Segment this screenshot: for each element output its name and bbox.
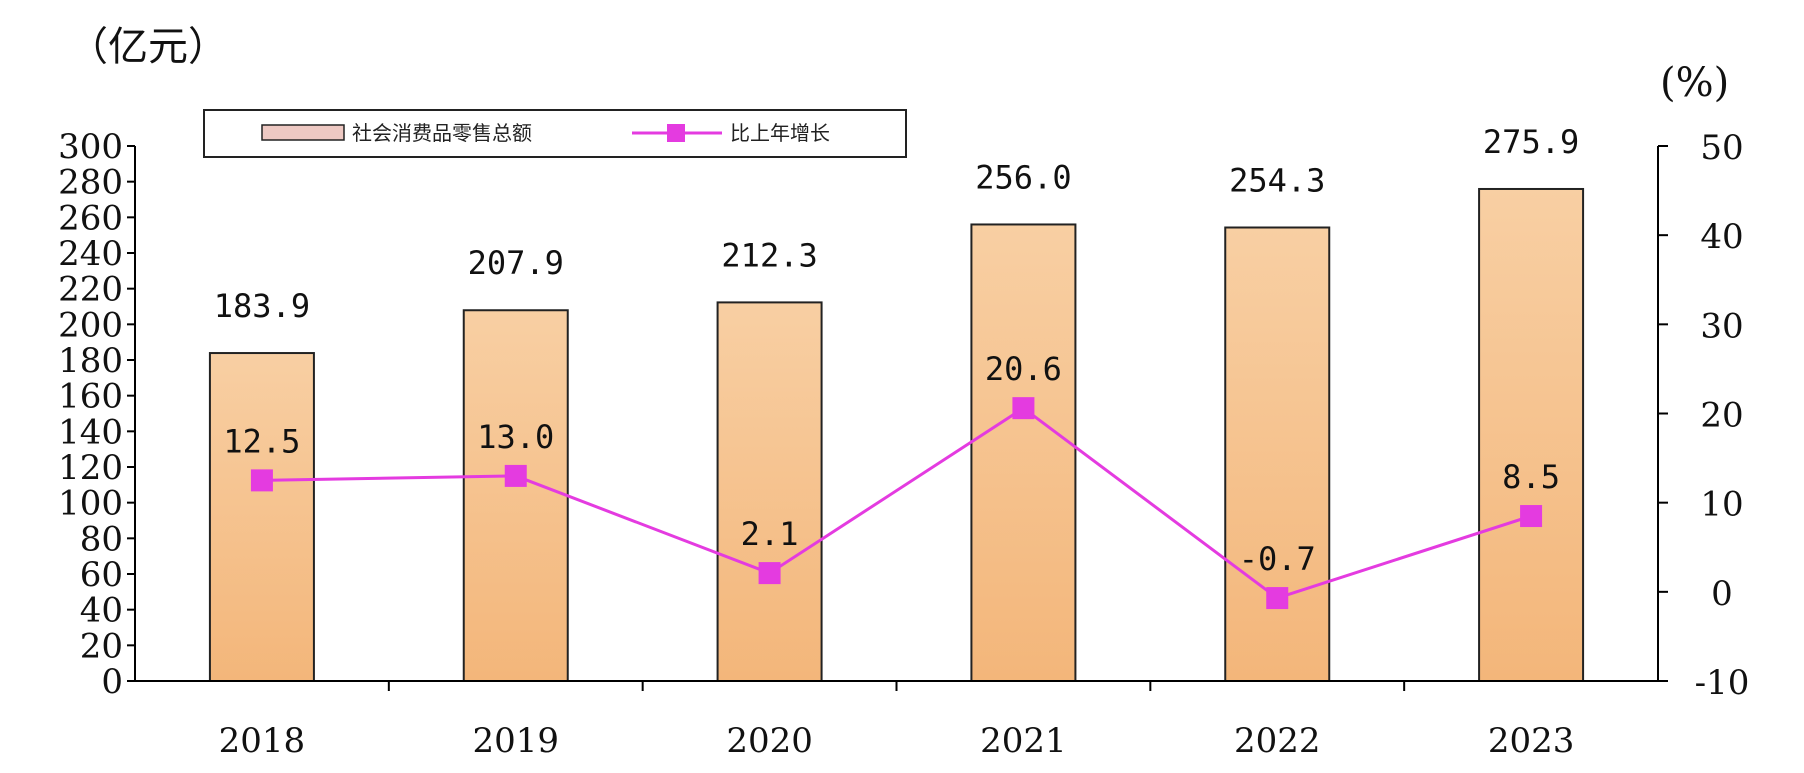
bar-value-label: 212.3 xyxy=(721,236,817,274)
left-tick-label: 120 xyxy=(58,448,123,488)
growth-point xyxy=(250,469,273,492)
growth-value-label: 20.6 xyxy=(985,350,1062,388)
growth-point xyxy=(504,464,527,487)
bar xyxy=(1224,226,1331,683)
bar-value-label: 183.9 xyxy=(214,287,310,325)
bar-value-label: 254.3 xyxy=(1229,161,1325,199)
left-axis-unit: （亿元） xyxy=(68,24,228,70)
growth-value-label: 8.5 xyxy=(1502,458,1560,496)
growth-value-label: 13.0 xyxy=(477,418,554,456)
left-tick-label: 0 xyxy=(101,662,123,702)
bar-value-label: 275.9 xyxy=(1483,123,1579,161)
growth-point xyxy=(1520,505,1543,528)
legend-bar-label: 社会消费品零售总额 xyxy=(352,121,532,145)
left-tick-label: 200 xyxy=(58,305,123,345)
left-tick-label: 80 xyxy=(80,519,123,559)
growth-value-label: 12.5 xyxy=(223,422,300,460)
left-tick-label: 160 xyxy=(58,377,123,417)
left-tick-label: 260 xyxy=(58,198,123,238)
right-tick-label: -10 xyxy=(1695,663,1750,703)
x-tick-label: 2019 xyxy=(472,721,559,761)
growth-point xyxy=(758,562,781,585)
x-tick-label: 2018 xyxy=(219,721,306,761)
left-tick-label: 40 xyxy=(80,591,123,631)
x-tick-label: 2021 xyxy=(980,721,1067,761)
right-tick-label: 40 xyxy=(1700,217,1743,257)
left-tick-label: 20 xyxy=(80,626,123,666)
growth-value-label: -0.7 xyxy=(1239,540,1316,578)
bar xyxy=(1478,187,1585,682)
bar xyxy=(208,352,315,682)
bar xyxy=(970,223,1077,682)
left-tick-label: 140 xyxy=(58,412,123,452)
right-axis-unit: (%) xyxy=(1660,60,1729,106)
right-tick-label: 10 xyxy=(1700,485,1743,525)
x-tick-label: 2020 xyxy=(726,721,813,761)
left-tick-label: 240 xyxy=(58,234,123,274)
legend-line-label: 比上年增长 xyxy=(730,121,830,145)
growth-point xyxy=(1012,397,1035,420)
bar-value-label: 207.9 xyxy=(468,244,564,282)
bar xyxy=(462,309,569,682)
growth-value-label: 2.1 xyxy=(741,515,799,553)
bar-value-label: 256.0 xyxy=(975,158,1071,196)
legend-bar-swatch xyxy=(261,124,345,141)
bar xyxy=(716,301,823,682)
x-tick-label: 2023 xyxy=(1488,721,1575,761)
left-tick-label: 220 xyxy=(58,270,123,310)
growth-line xyxy=(261,406,1532,600)
left-tick-label: 100 xyxy=(58,484,123,524)
right-tick-label: 30 xyxy=(1700,306,1743,346)
growth-point xyxy=(1266,587,1289,610)
left-tick-label: 280 xyxy=(58,163,123,203)
right-tick-label: 20 xyxy=(1700,396,1743,436)
x-tick-label: 2022 xyxy=(1234,721,1321,761)
right-tick-label: 0 xyxy=(1711,574,1733,614)
left-tick-label: 300 xyxy=(58,127,123,167)
right-tick-label: 50 xyxy=(1700,128,1743,168)
legend-line-marker xyxy=(667,124,685,142)
left-tick-label: 180 xyxy=(58,341,123,381)
left-tick-label: 60 xyxy=(80,555,123,595)
